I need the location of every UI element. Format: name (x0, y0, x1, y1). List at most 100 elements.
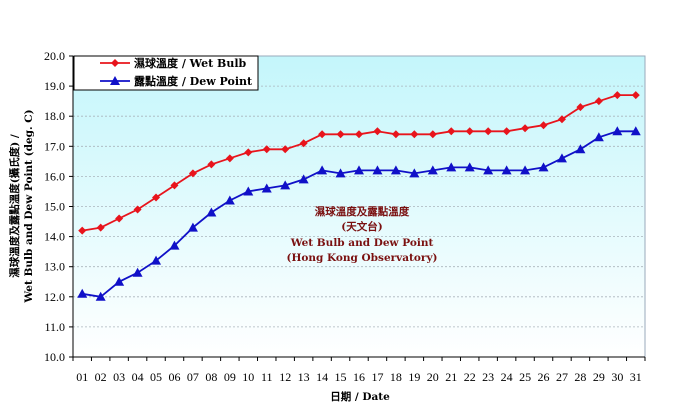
x-tick-label: 25 (519, 370, 531, 384)
diamond-marker-icon (428, 130, 437, 139)
x-tick-label: 19 (408, 370, 420, 384)
x-tick-label: 31 (630, 370, 642, 384)
diamond-marker-icon (225, 154, 234, 163)
triangle-marker-icon (575, 144, 586, 154)
triangle-marker-icon (224, 195, 235, 205)
diamond-marker-icon (336, 130, 345, 139)
triangle-marker-icon (556, 153, 567, 163)
legend-item-wet-bulb: 濕球溫度 / Wet Bulb (100, 56, 247, 70)
triangle-marker-icon (501, 165, 512, 175)
diamond-marker-icon (557, 115, 566, 124)
x-tick-label: 26 (538, 370, 550, 384)
diamond-marker-icon (281, 145, 290, 154)
x-tick-label: 06 (168, 370, 180, 384)
triangle-marker-icon (187, 222, 198, 232)
diamond-marker-icon (484, 127, 493, 136)
x-tick-label: 01 (76, 370, 88, 384)
triangle-marker-icon (169, 240, 180, 250)
diamond-marker-icon (207, 160, 216, 169)
diamond-marker-icon (96, 223, 105, 232)
triangle-marker-icon (110, 76, 120, 85)
triangle-marker-icon (446, 162, 457, 172)
diamond-marker-icon (111, 59, 119, 67)
diamond-marker-icon (594, 97, 603, 106)
x-tick-label: 18 (390, 370, 402, 384)
x-tick-label: 08 (205, 370, 217, 384)
y-tick-label: 19.0 (44, 79, 65, 93)
diamond-marker-icon (318, 130, 327, 139)
diamond-marker-icon (391, 130, 400, 139)
x-tick-label: 15 (335, 370, 347, 384)
triangle-marker-icon (243, 186, 254, 196)
annotation-line-3: Wet Bulb and Dew Point (290, 237, 434, 249)
triangle-marker-icon (151, 255, 162, 265)
x-tick-label: 02 (95, 370, 107, 384)
y-tick-label: 10.0 (44, 350, 65, 364)
x-tick-label: 20 (427, 370, 439, 384)
y-tick-label: 11.0 (44, 320, 65, 334)
diamond-marker-icon (299, 139, 308, 148)
diamond-marker-icon (115, 214, 124, 223)
diamond-marker-icon (133, 205, 142, 214)
diamond-marker-icon (521, 124, 530, 133)
x-tick-label: 28 (574, 370, 586, 384)
y-axis-title-line-2: Wet Bulb and Dew Point (deg. C) (23, 109, 35, 303)
x-tick-label: 23 (482, 370, 494, 384)
diamond-marker-icon (373, 127, 382, 136)
triangle-marker-icon (593, 132, 604, 142)
series-lines (77, 91, 641, 301)
x-tick-label: 24 (501, 370, 513, 384)
y-axis-ticks: 10.0 11.0 12.0 13.0 14.0 15.0 16.0 17.0 18.0 19.0… (44, 49, 73, 364)
y-tick-label: 17.0 (44, 139, 65, 153)
diamond-marker-icon (465, 127, 474, 136)
x-tick-label: 16 (353, 370, 365, 384)
annotation-line-1: 濕球溫度及露點溫度 (315, 205, 410, 218)
diamond-marker-icon (262, 145, 271, 154)
triangle-marker-icon (372, 165, 383, 175)
x-tick-label: 13 (298, 370, 310, 384)
triangle-marker-icon (483, 165, 494, 175)
legend-label-wet-bulb: 濕球溫度 / Wet Bulb (134, 56, 247, 70)
y-tick-label: 15.0 (44, 200, 65, 214)
x-tick-label: 09 (224, 370, 236, 384)
triangle-marker-icon (335, 168, 346, 178)
x-tick-label: 12 (279, 370, 291, 384)
diamond-marker-icon (170, 181, 179, 190)
triangle-marker-icon (538, 162, 549, 172)
diamond-marker-icon (576, 103, 585, 112)
y-tick-label: 12.0 (44, 290, 65, 304)
triangle-marker-icon (409, 168, 420, 178)
x-axis-ticks: 01 02 03 04 05 06 07 08 09 10 11 12 13 14 15 16 17 18 19 20… (72, 357, 646, 384)
x-tick-label: 04 (132, 370, 144, 384)
x-tick-label: 21 (445, 370, 457, 384)
x-tick-label: 03 (113, 370, 125, 384)
x-axis-title: 日期 / Date (330, 390, 390, 403)
y-tick-label: 18.0 (44, 109, 65, 123)
x-tick-label: 05 (150, 370, 162, 384)
x-tick-label: 27 (556, 370, 568, 384)
chart-annotation: 濕球溫度及露點溫度 (天文台) Wet Bulb and Dew Point (… (286, 205, 437, 264)
annotation-line-4: (Hong Kong Observatory) (286, 252, 437, 264)
diamond-marker-icon (188, 169, 197, 178)
triangle-marker-icon (298, 174, 309, 184)
triangle-marker-icon (464, 162, 475, 172)
y-tick-label: 13.0 (44, 260, 65, 274)
diamond-marker-icon (355, 130, 363, 139)
x-tick-label: 22 (464, 370, 476, 384)
triangle-marker-icon (206, 207, 217, 217)
diamond-marker-icon (631, 91, 640, 100)
triangle-marker-icon (520, 165, 531, 175)
annotation-line-2: (天文台) (341, 220, 382, 233)
diamond-marker-icon (152, 193, 161, 202)
x-tick-label: 07 (187, 370, 199, 384)
y-tick-label: 16.0 (44, 169, 65, 183)
legend-item-dew-point: 露點溫度 / Dew Point (100, 74, 253, 88)
triangle-marker-icon (630, 126, 641, 136)
y-tick-label: 14.0 (44, 230, 65, 244)
y-tick-label: 20.0 (44, 49, 65, 63)
diamond-marker-icon (502, 127, 511, 136)
x-tick-label: 10 (242, 370, 254, 384)
diamond-marker-icon (244, 148, 253, 157)
series-dew-point (77, 126, 641, 301)
